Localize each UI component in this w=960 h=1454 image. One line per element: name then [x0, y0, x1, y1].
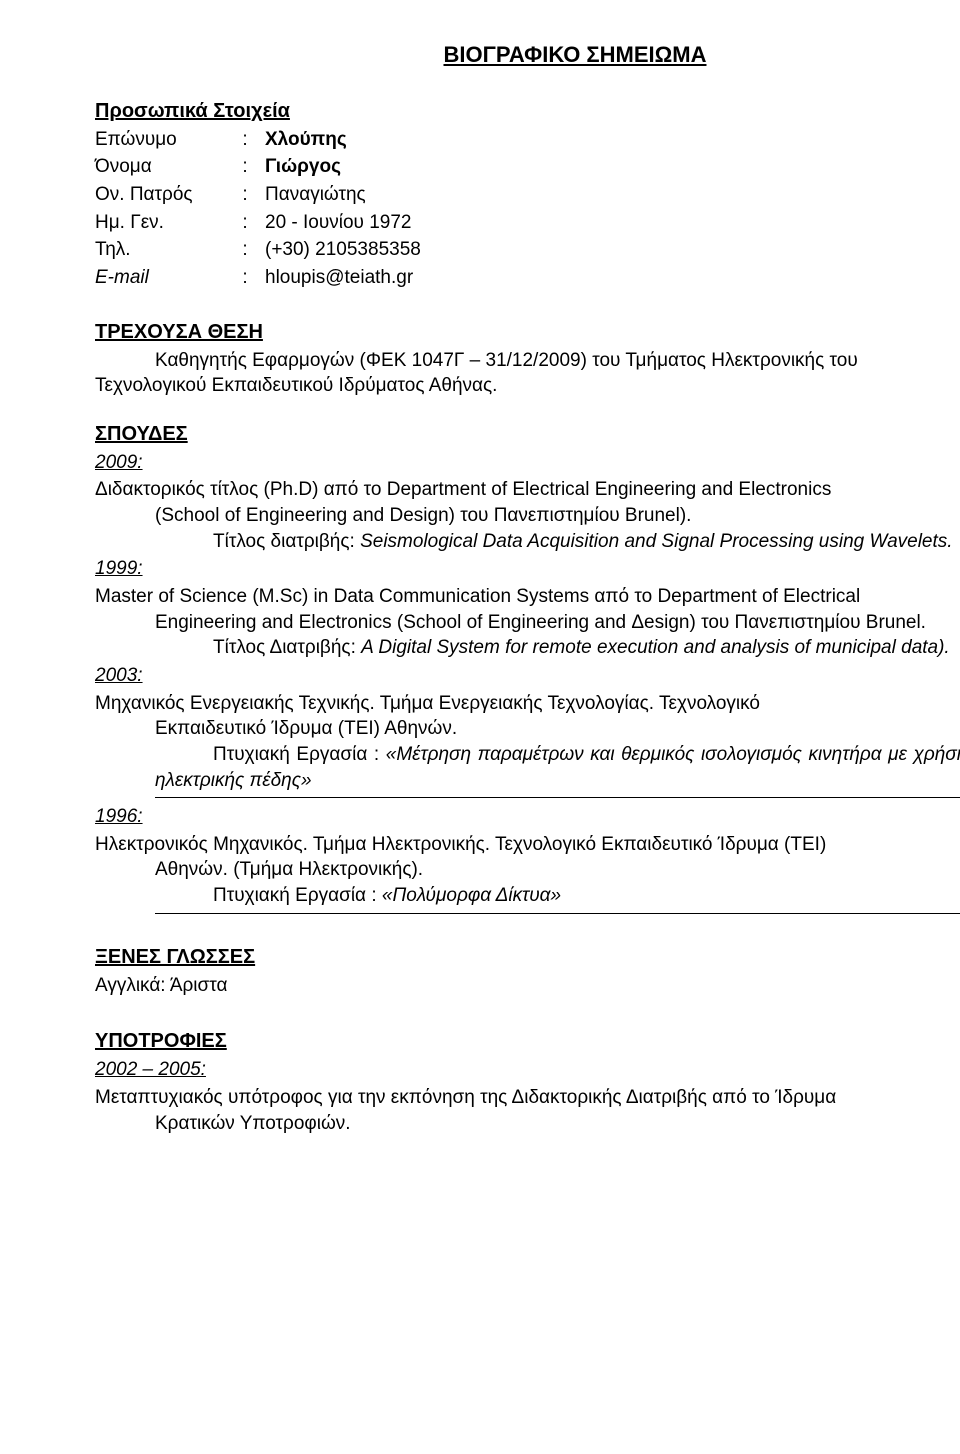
name-value: Γιώργος [265, 154, 421, 182]
section-position-heading: ΤΡΕΧΟΥΣΑ ΘΕΣΗ [95, 319, 960, 346]
entry-2009-thesis-title: Seismological Data Acquisition and Signa… [360, 531, 952, 552]
section-scholarships-heading: ΥΠΟΤΡΟΦΙΕΣ [95, 1028, 960, 1055]
entry-1996-thesis-pre: Πτυχιακή Εργασία : [213, 885, 382, 906]
year-1999: 1999: [95, 556, 960, 582]
position-text: Καθηγητής Εφαρμογών (ΦΕΚ 1047Γ – 31/12/2… [95, 348, 960, 399]
entry-1996-l1: Ηλεκτρονικός Μηχανικός. Τμήμα Ηλεκτρονικ… [95, 834, 826, 855]
dob-label: Ημ. Γεν. [95, 210, 225, 238]
entry-2003-thesis: Πτυχιακή Εργασία : «Μέτρηση παραμέτρων κ… [155, 742, 960, 793]
year-2003: 2003: [95, 663, 960, 689]
colon: : [225, 182, 265, 210]
entry-1996: Ηλεκτρονικός Μηχανικός. Τμήμα Ηλεκτρονικ… [95, 832, 960, 909]
dob-value: 20 - Ιουνίου 1972 [265, 210, 421, 238]
section-languages-heading: ΞΕΝΕΣ ΓΛΩΣΣΕΣ [95, 944, 960, 971]
entry-1999-l2: Engineering and Electronics (School of E… [155, 610, 960, 636]
phone-label: Τηλ. [95, 237, 225, 265]
languages-text: Αγγλικά: Άριστα [95, 973, 960, 999]
entry-2009: Διδακτορικός τίτλος (Ph.D) από το Depart… [95, 477, 960, 554]
colon: : [225, 127, 265, 155]
page-title: ΒΙΟΓΡΑΦΙΚΟ ΣΗΜΕΙΩΜΑ [95, 40, 960, 70]
scholarship-years: 2002 – 2005: [95, 1057, 960, 1083]
entry-1999-thesis: Τίτλος Διατριβής: A Digital System for r… [155, 635, 960, 661]
year-1996: 1996: [95, 804, 960, 830]
row-phone: Τηλ. : (+30) 2105385358 [95, 237, 421, 265]
surname-label: Επώνυμο [95, 127, 225, 155]
row-email: E-mail : hloupis@teiath.gr [95, 265, 421, 293]
entry-2003-l1: Μηχανικός Ενεργειακής Τεχνικής. Τμήμα Εν… [95, 693, 760, 714]
entry-2009-thesis-pre: Τίτλος διατριβής: [213, 531, 360, 552]
surname-value: Χλούπης [265, 127, 421, 155]
phone-value: (+30) 2105385358 [265, 237, 421, 265]
father-label: Ον. Πατρός [95, 182, 225, 210]
personal-table: Επώνυμο : Χλούπης Όνομα : Γιώργος Ον. Πα… [95, 127, 421, 293]
row-name: Όνομα : Γιώργος [95, 154, 421, 182]
entry-1996-thesis-title: «Πολύμορφα Δίκτυα» [382, 885, 561, 906]
entry-2009-thesis: Τίτλος διατριβής: Seismological Data Acq… [155, 529, 960, 555]
row-dob: Ημ. Γεν. : 20 - Ιουνίου 1972 [95, 210, 421, 238]
email-label: E-mail [95, 265, 225, 293]
entry-2003-l2: Εκπαιδευτικό Ίδρυμα (ΤΕΙ) Αθηνών. [155, 716, 960, 742]
entry-2003: Μηχανικός Ενεργειακής Τεχνικής. Τμήμα Εν… [95, 691, 960, 794]
colon: : [225, 154, 265, 182]
position-line2: Τεχνολογικού Εκπαιδευτικού Ιδρύματος Αθή… [95, 373, 960, 399]
email-value: hloupis@teiath.gr [265, 265, 421, 293]
entry-1999-l1: Master of Science (M.Sc) in Data Communi… [95, 586, 860, 607]
section-studies-heading: ΣΠΟΥΔΕΣ [95, 421, 960, 448]
entry-1999: Master of Science (M.Sc) in Data Communi… [95, 584, 960, 661]
name-label: Όνομα [95, 154, 225, 182]
row-surname: Επώνυμο : Χλούπης [95, 127, 421, 155]
entry-2009-l1: Διδακτορικός τίτλος (Ph.D) από το Depart… [95, 479, 831, 500]
position-line1: Καθηγητής Εφαρμογών (ΦΕΚ 1047Γ – 31/12/2… [155, 350, 858, 371]
colon: : [225, 237, 265, 265]
scholarship-l1: Μεταπτυχιακός υπότροφος για την εκπόνηση… [95, 1087, 836, 1108]
entry-2009-l2: (School of Engineering and Design) του Π… [155, 503, 960, 529]
row-father: Ον. Πατρός : Παναγιώτης [95, 182, 421, 210]
entry-1999-thesis-title: A Digital System for remote execution an… [361, 637, 950, 658]
colon: : [225, 265, 265, 293]
scholarship-l2: Κρατικών Υποτροφιών. [155, 1111, 960, 1137]
divider-1996 [155, 913, 960, 914]
entry-1996-thesis: Πτυχιακή Εργασία : «Πολύμορφα Δίκτυα» [155, 883, 960, 909]
entry-1999-thesis-pre: Τίτλος Διατριβής: [213, 637, 361, 658]
divider-2003 [155, 797, 960, 798]
year-2009: 2009: [95, 450, 960, 476]
section-personal-heading: Προσωπικά Στοιχεία [95, 98, 960, 125]
colon: : [225, 210, 265, 238]
entry-1996-l2: Αθηνών. (Τμήμα Ηλεκτρονικής). [155, 857, 960, 883]
entry-2003-thesis-pre: Πτυχιακή Εργασία : [213, 744, 386, 765]
scholarship-entry: Μεταπτυχιακός υπότροφος για την εκπόνηση… [95, 1085, 960, 1136]
father-value: Παναγιώτης [265, 182, 421, 210]
